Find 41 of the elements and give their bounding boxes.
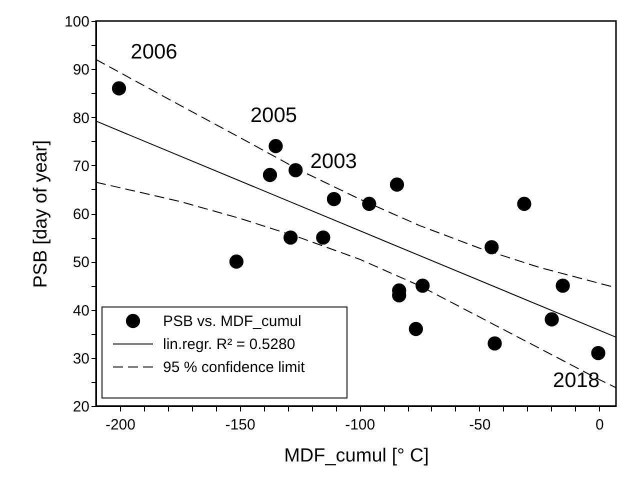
annotation: 2003 [310, 150, 357, 174]
y-tick-label: 50 [72, 254, 90, 272]
x-tick-label: -150 [225, 416, 256, 434]
x-axis-title: MDF_cumul [° C] [284, 446, 429, 466]
y-tick-label: 60 [72, 206, 90, 223]
y-tick-label: 90 [72, 62, 90, 79]
annotation: 2005 [250, 104, 298, 128]
point [268, 139, 283, 154]
annotation: 2018 [552, 369, 600, 392]
point [316, 230, 330, 245]
x-tick-label: -100 [345, 416, 376, 434]
x-tick-label: 0 [596, 416, 604, 434]
point [326, 192, 342, 206]
point [591, 346, 606, 360]
y-tick-label: 30 [72, 350, 90, 368]
point [517, 196, 532, 211]
point [288, 163, 303, 178]
annotation: 2006 [130, 40, 178, 64]
legend-label: PSB vs. MDF_cumul [163, 313, 302, 330]
y-tick-label: 100 [64, 14, 90, 30]
x-tick-label: -200 [105, 416, 136, 434]
point [556, 278, 570, 293]
legend-label: 95 % confidence limit [163, 359, 306, 376]
y-tick-label: 70 [72, 158, 90, 175]
y-tick-label: 40 [72, 302, 90, 320]
point [416, 278, 430, 293]
point [544, 312, 559, 326]
y-tick-label: 80 [72, 110, 90, 127]
x-tick-label: -50 [469, 416, 491, 434]
y-tick-label: 20 [72, 398, 90, 416]
point [112, 81, 126, 96]
point [390, 178, 404, 192]
point [284, 230, 298, 245]
point [488, 336, 502, 350]
point [362, 196, 376, 211]
point [262, 168, 278, 182]
y-axis-title: PSB [day of year] [30, 140, 52, 288]
point [229, 254, 244, 269]
legend-label: lin.regr. R² = 0.5280 [163, 336, 296, 353]
point [484, 240, 499, 254]
point [408, 322, 423, 336]
